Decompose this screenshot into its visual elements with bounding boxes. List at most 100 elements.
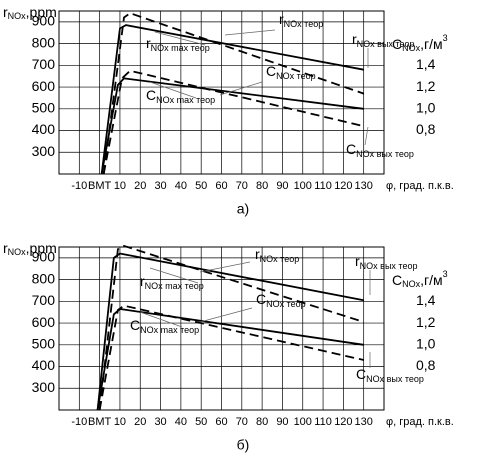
- y2-tick-label: 1,0: [416, 100, 436, 116]
- x-tick-label: 110: [314, 416, 332, 428]
- y2-axis-title-part: NOx: [402, 43, 421, 53]
- annotation-part: NOx вых теор: [360, 261, 418, 271]
- annotation-part: NOx max теор: [145, 281, 204, 291]
- x-tick-label: 60: [215, 180, 227, 192]
- annotation-part: NOx теор: [284, 19, 324, 29]
- leader-line: [219, 81, 263, 96]
- annotation: rNOx вых теор: [355, 253, 417, 272]
- leader-line: [199, 261, 251, 273]
- y2-axis-title-part: 3: [443, 269, 448, 279]
- y-axis-title-part: ,ppm: [26, 4, 57, 20]
- leader-line: [149, 267, 199, 284]
- y-axis-title-part: r: [3, 4, 8, 20]
- y2-axis-title-part: ,г/м: [420, 272, 443, 288]
- data-line: [100, 24, 364, 175]
- y2-axis-title-part: NOx: [402, 279, 421, 289]
- x-tick-label: 20: [134, 180, 146, 192]
- y-tick-label: 400: [32, 357, 56, 373]
- y2-axis-title-part: C: [392, 272, 402, 288]
- x-tick-label: 30: [154, 180, 166, 192]
- y-tick-label: 600: [32, 314, 56, 330]
- annotation-part: C: [130, 317, 140, 333]
- x-tick-label: 70: [236, 416, 248, 428]
- y-axis-title: rNOx,ppm: [3, 240, 57, 258]
- y2-tick-label: 1,2: [416, 78, 436, 94]
- x-tick-label: 10: [114, 416, 126, 428]
- y-tick-label: 300: [32, 143, 56, 159]
- data-line: [102, 12, 364, 175]
- annotation: CNOx вых теор: [356, 366, 424, 385]
- y2-axis-title: CNOx,г/м3: [392, 269, 448, 289]
- x-tick-label: 20: [134, 416, 146, 428]
- x-tick-label: ВМТ: [88, 416, 112, 428]
- leader-line: [154, 31, 206, 46]
- data-line: [100, 77, 364, 175]
- annotation-part: r: [140, 273, 145, 289]
- x-tick-label: 40: [175, 180, 187, 192]
- y-tick-label: 400: [32, 121, 56, 137]
- annotation-part: NOx max теор: [140, 325, 199, 335]
- x-tick-label: 130: [355, 416, 373, 428]
- annotation-part: NOx вых теор: [356, 149, 414, 159]
- y-tick-label: 500: [32, 336, 56, 352]
- x-tick-label: 80: [256, 416, 268, 428]
- data-line: [98, 304, 364, 411]
- y2-tick-label: 0,8: [416, 357, 436, 373]
- leader-line: [149, 81, 197, 99]
- x-tick-label: -10: [71, 180, 87, 192]
- y2-axis-title: CNOx,г/м3: [392, 33, 448, 53]
- annotation-part: NOx max теор: [151, 43, 210, 53]
- annotation-part: C: [346, 141, 356, 157]
- annotation: rNOx max теор: [146, 35, 210, 54]
- y-tick-label: 800: [32, 270, 56, 286]
- x-tick-label: 90: [276, 180, 288, 192]
- x-tick-label: 110: [314, 180, 332, 192]
- y2-tick-label: 1,4: [416, 292, 436, 308]
- y-tick-label: 600: [32, 78, 56, 94]
- x-tick-label: 50: [195, 416, 207, 428]
- y2-tick-label: 1,0: [416, 336, 436, 352]
- y2-tick-label: 1,4: [416, 56, 436, 72]
- x-tick-label: -10: [71, 416, 87, 428]
- x-tick-label: 100: [294, 416, 312, 428]
- x-tick-label: 120: [334, 416, 352, 428]
- x-tick-label: 100: [294, 180, 312, 192]
- y-tick-label: 700: [32, 292, 56, 308]
- y-tick-label: 900: [32, 13, 56, 29]
- annotation: rNOx вых теор: [352, 31, 414, 50]
- y-tick-label: 300: [32, 379, 56, 395]
- annotation: CNOx max теор: [146, 87, 215, 106]
- y-axis-title-part: ,ppm: [26, 240, 57, 256]
- y2-axis-title-part: ,г/м: [420, 36, 443, 52]
- data-line: [98, 244, 364, 411]
- y-tick-label: 900: [32, 249, 56, 265]
- annotation-part: C: [256, 291, 266, 307]
- annotation-part: C: [266, 63, 276, 79]
- y2-tick-label: 1,2: [416, 314, 436, 330]
- x-tick-label: 30: [154, 416, 166, 428]
- y2-axis-title-part: C: [392, 36, 402, 52]
- annotation: CNOx вых теор: [346, 141, 414, 160]
- annotation: rNOx теор: [255, 246, 299, 265]
- annotation: CNOx теор: [256, 291, 306, 310]
- x-axis-title: φ, град. п.к.в.: [386, 416, 454, 428]
- x-tick-label: 90: [276, 416, 288, 428]
- y-axis-title: rNOx,ppm: [3, 4, 57, 22]
- x-tick-label: 40: [175, 416, 187, 428]
- y-tick-label: 700: [32, 56, 56, 72]
- y-axis-title-part: NOx: [8, 247, 27, 257]
- y-tick-label: 500: [32, 100, 56, 116]
- x-tick-label: ВМТ: [88, 180, 112, 192]
- annotation-part: r: [279, 11, 284, 27]
- annotation-part: NOx теор: [260, 254, 300, 264]
- annotation-part: NOx теор: [276, 71, 316, 81]
- data-line: [102, 69, 364, 175]
- annotation-part: r: [355, 253, 360, 269]
- annotation-part: r: [352, 31, 357, 47]
- leader-line: [139, 311, 183, 328]
- y2-axis-title-part: 3: [443, 33, 448, 43]
- x-tick-label: 130: [355, 180, 373, 192]
- x-tick-label: 120: [334, 180, 352, 192]
